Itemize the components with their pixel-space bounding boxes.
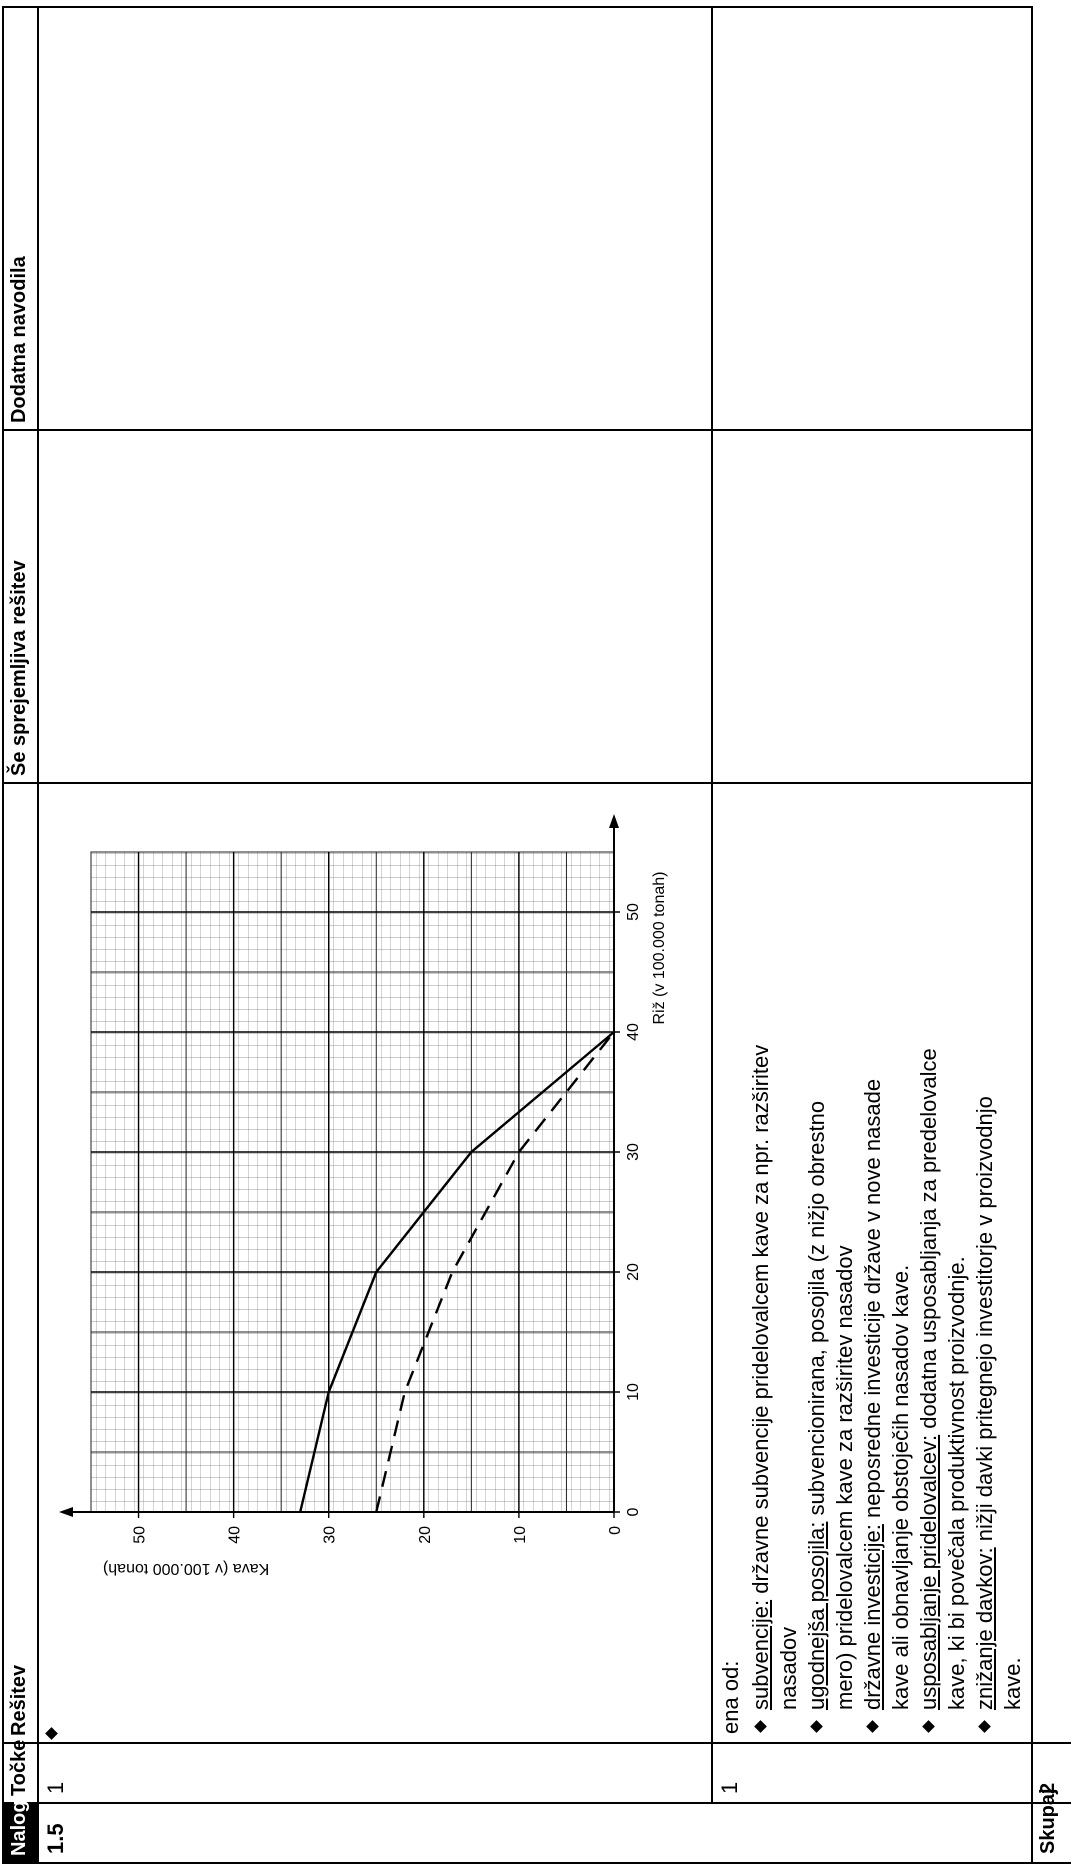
y-tick-label: 10 <box>512 1526 529 1544</box>
alt-cell <box>38 430 712 783</box>
chart: 0 10 20 30 40 50 0 10 20 30 40 50 Riž (v 100.000 ton… <box>59 814 668 1577</box>
x-tick-label: 30 <box>625 1143 642 1161</box>
y-tick-label: 40 <box>227 1526 244 1544</box>
x-tick-label: 50 <box>625 903 642 921</box>
y-axis-label: Kava (v 100.000 tonah) <box>103 1560 269 1577</box>
header-cell: Dodatna navodila <box>3 7 38 430</box>
task-cell: 1.5 <box>38 1803 1032 1863</box>
header-cell: Naloga <box>3 1789 38 1863</box>
answer-cell: ena od: subvencije: državne subvencije p… <box>712 783 1032 1743</box>
answer-item: subvencije: državne subvencije pridelova… <box>747 1044 803 1734</box>
term: usposabljanje pridelovalcev: <box>916 1434 941 1710</box>
bullet <box>754 1720 767 1733</box>
points-cell: 1 <box>38 1743 712 1803</box>
x-axis-label: Riž (v 100.000 tonah) <box>651 872 668 1025</box>
alt-cell <box>712 430 1032 783</box>
x-tick-label: 10 <box>625 1383 642 1401</box>
bullet <box>810 1720 823 1733</box>
term: znižanje davkov: <box>972 1547 997 1710</box>
x-tick-label: 0 <box>625 1507 642 1516</box>
note-cell <box>38 7 712 430</box>
bullet <box>922 1720 935 1733</box>
total-label: Skupaj <box>1032 1788 1071 1863</box>
series-line <box>375 1031 615 1513</box>
total-row: Skupaj 2 <box>1032 7 1071 1863</box>
header-row: Naloga Točke Rešitev Še sprejemljiva reš… <box>3 7 38 1863</box>
empty <box>1032 7 1071 1743</box>
row: 1.5 1 0 10 20 30 40 50 0 10 20 30 40 50 Riž (v 100.0… <box>38 7 1032 1863</box>
bullet <box>866 1720 879 1733</box>
answer-item: državne investicije: neposredne investic… <box>859 1044 915 1734</box>
intro: ena od: <box>718 1660 743 1734</box>
answer-item: usposabljanje pridelovalcev: dodatna usp… <box>915 1044 971 1734</box>
y-tick-label: 30 <box>322 1526 339 1544</box>
term: državne investicije: <box>860 1524 885 1710</box>
answer-item: ugodnejša posojila: subvencionirana, pos… <box>803 1044 859 1734</box>
answer-item: znižanje davkov: nižji davki pritegnejo … <box>971 1044 1027 1734</box>
y-arrow <box>59 1507 73 1517</box>
answer-list: subvencije: državne subvencije pridelova… <box>747 1044 1027 1734</box>
row: 1 ena od: subvencije: državne subvencije… <box>712 7 1032 1863</box>
header-cell: Rešitev <box>3 783 38 1743</box>
term: subvencije: <box>748 1599 773 1710</box>
bullet <box>978 1720 991 1733</box>
y-tick-label: 20 <box>417 1526 434 1544</box>
term: ugodnejša posojila: <box>804 1521 829 1710</box>
y-tick-label: 0 <box>607 1526 624 1535</box>
note-cell <box>712 7 1032 430</box>
header-cell: Točke <box>3 1740 38 1803</box>
x-tick-label: 20 <box>625 1263 642 1281</box>
x-tick-label: 40 <box>625 1023 642 1041</box>
series-line <box>299 1031 615 1513</box>
header-cell: Še sprejemljiva rešitev <box>3 430 38 783</box>
y-tick-label: 50 <box>132 1526 149 1544</box>
chart-cell: 0 10 20 30 40 50 0 10 20 30 40 50 Riž (v 100.000 ton… <box>38 783 712 1743</box>
points-cell: 1 <box>712 1743 1032 1803</box>
minor-grid <box>90 851 615 1513</box>
solution-table: Naloga Točke Rešitev Še sprejemljiva reš… <box>2 6 1071 1864</box>
x-arrow <box>609 814 619 828</box>
